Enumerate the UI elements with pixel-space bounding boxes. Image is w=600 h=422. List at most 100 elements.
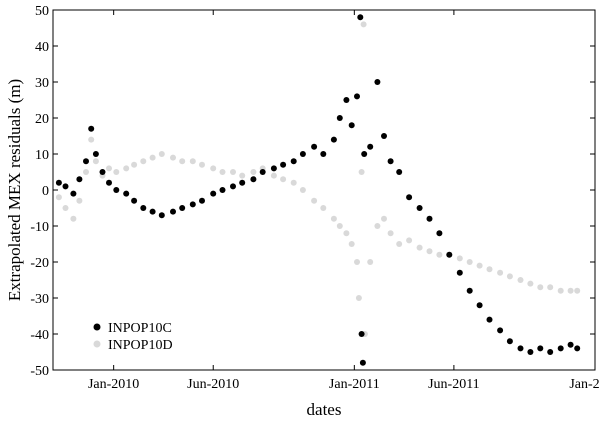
legend: INPOP10C INPOP10D: [93, 321, 173, 353]
data-point: [88, 125, 95, 132]
x-tick-label: Jun-2010: [187, 377, 239, 392]
data-point: [62, 205, 69, 211]
data-point: [83, 169, 89, 175]
data-point: [199, 197, 205, 204]
data-point: [330, 215, 337, 222]
data-point: [320, 151, 327, 157]
data-point: [113, 169, 120, 175]
data-point: [456, 269, 463, 276]
data-point: [348, 122, 355, 129]
data-point: [446, 251, 453, 258]
data-point: [179, 205, 186, 211]
data-point: [367, 143, 374, 150]
data-point: [359, 359, 366, 366]
data-point: [70, 215, 77, 222]
data-point: [343, 97, 350, 103]
data-point: [506, 273, 513, 280]
data-point: [106, 179, 112, 186]
x-tick-label: Jan-2010: [88, 377, 139, 392]
data-point: [506, 338, 513, 345]
data-point: [354, 259, 360, 265]
plot-frame: [52, 9, 596, 371]
data-point: [55, 179, 62, 186]
data-point: [466, 287, 473, 294]
data-point: [239, 179, 246, 186]
data-point: [239, 172, 246, 179]
data-point: [436, 251, 443, 258]
data-point: [189, 201, 196, 208]
x-tick-label: Jan-2012: [569, 377, 600, 392]
data-point: [88, 136, 95, 143]
data-point: [360, 21, 367, 28]
data-point: [336, 223, 343, 229]
data-point: [358, 169, 365, 175]
data-point: [367, 259, 374, 265]
data-point: [250, 176, 257, 183]
data-point: [230, 183, 236, 190]
data-point: [299, 187, 306, 193]
data-point: [381, 133, 387, 139]
data-point: [574, 345, 581, 352]
data-point: [113, 187, 120, 193]
data-point: [567, 341, 574, 348]
data-point: [290, 179, 297, 186]
data-point: [497, 327, 504, 334]
series-inpop10c: [55, 14, 581, 366]
data-point: [99, 169, 106, 175]
y-tick-label: 30: [35, 76, 49, 91]
data-point: [527, 349, 534, 355]
legend-marker-inpop10d: [93, 340, 101, 348]
data-point: [336, 115, 343, 121]
data-point: [537, 284, 544, 291]
data-point: [189, 158, 196, 165]
data-point: [55, 194, 62, 201]
data-point: [158, 151, 165, 157]
y-tick-label: 0: [42, 184, 49, 199]
y-tick-label: -50: [30, 364, 49, 379]
data-point: [140, 205, 147, 211]
data-point: [343, 230, 350, 237]
y-tick-label: -40: [30, 328, 49, 343]
data-point: [387, 158, 394, 165]
data-point: [92, 151, 99, 157]
x-tick-label: Jun-2011: [428, 377, 480, 392]
data-point: [537, 345, 544, 352]
data-point: [497, 269, 504, 276]
data-point: [170, 154, 176, 161]
data-point: [387, 230, 394, 237]
data-point: [374, 79, 381, 85]
data-point: [62, 183, 69, 190]
data-point: [320, 205, 327, 211]
y-axis-label: Extrapolated MEX residuals (m): [5, 79, 24, 301]
data-point: [557, 287, 564, 294]
data-point: [517, 345, 524, 352]
data-point: [179, 158, 186, 165]
data-point: [149, 154, 156, 161]
data-point: [210, 190, 217, 197]
data-point: [280, 176, 287, 183]
data-point: [361, 151, 368, 157]
data-point: [456, 255, 463, 262]
data-point: [486, 266, 493, 273]
y-tick-label: -30: [30, 292, 49, 307]
data-point: [270, 165, 277, 172]
data-point: [374, 223, 381, 229]
data-point: [354, 93, 360, 100]
data-point: [396, 169, 403, 175]
y-tick-label: 10: [35, 148, 49, 163]
data-point: [358, 331, 365, 337]
data-point: [299, 151, 306, 157]
data-point: [574, 287, 581, 294]
data-point: [406, 237, 413, 244]
y-tick-label: 20: [35, 112, 49, 127]
data-point: [158, 212, 165, 219]
data-point: [219, 187, 226, 193]
x-axis-label: dates: [307, 400, 342, 419]
y-tick-label: -10: [30, 220, 49, 235]
data-point: [406, 194, 413, 201]
data-point: [83, 158, 89, 165]
points-layer: [55, 14, 581, 366]
data-point: [381, 215, 387, 222]
data-point: [436, 230, 443, 237]
